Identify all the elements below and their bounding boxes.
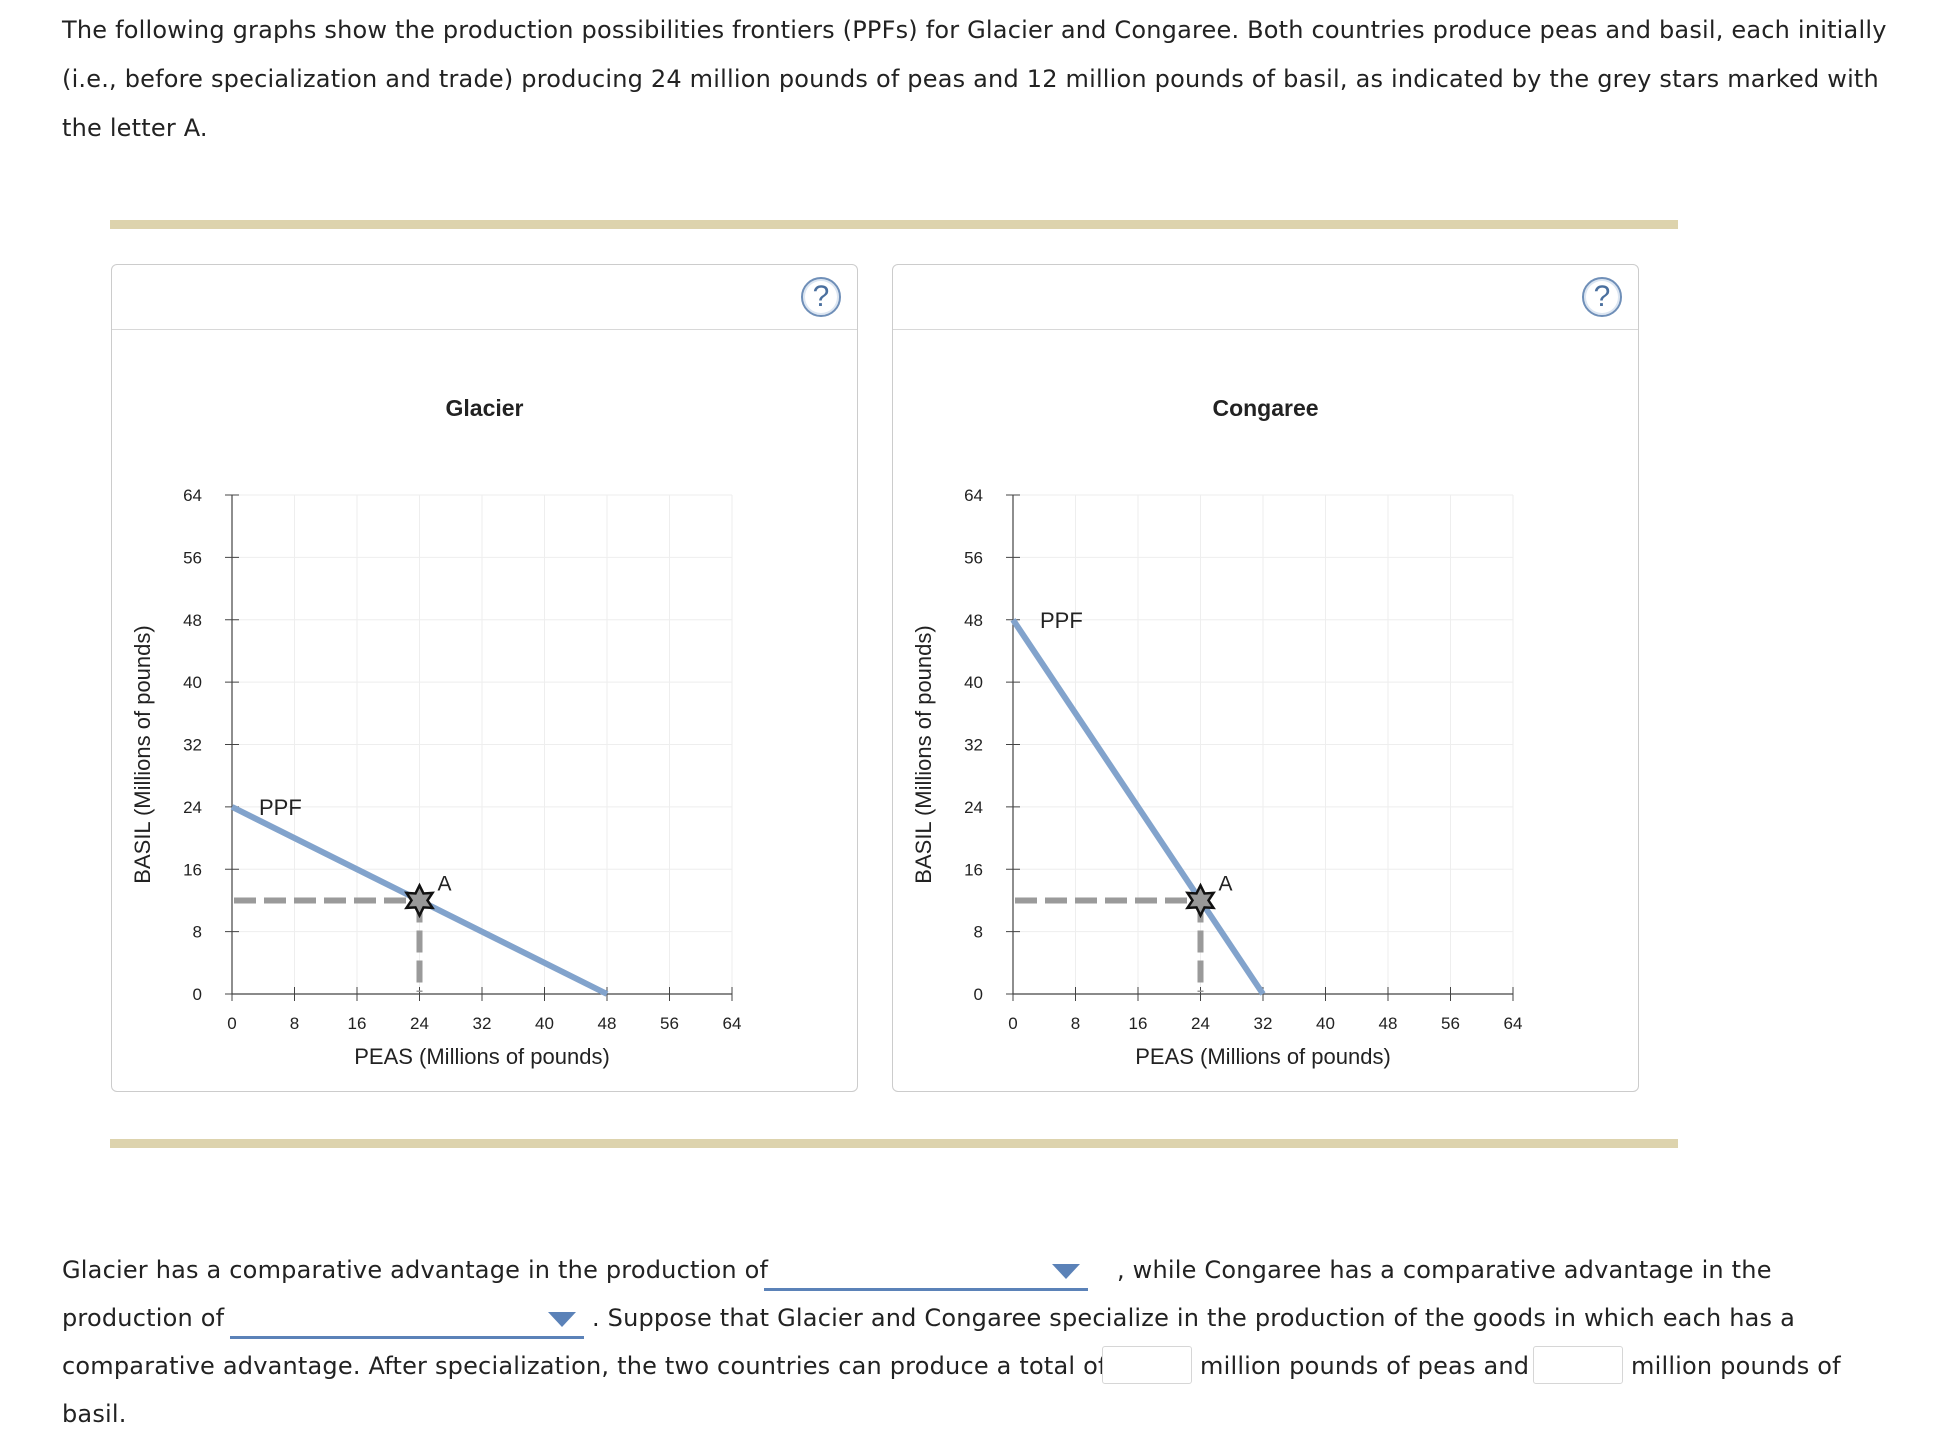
y-tick-label: 0	[974, 985, 983, 1004]
comparative-advantage-congaree-dropdown[interactable]	[230, 1300, 584, 1339]
y-axis-title: BASIL (Millions of pounds)	[911, 625, 936, 883]
y-tick-label: 16	[183, 860, 202, 879]
x-tick-label: 8	[290, 1014, 299, 1033]
ppf-label: PPF	[1040, 608, 1083, 633]
x-tick-label: 16	[348, 1014, 367, 1033]
y-tick-label: 64	[183, 486, 202, 505]
chart-title: Congaree	[1212, 395, 1319, 421]
ppf-line	[1010, 618, 1266, 996]
chevron-down-icon	[548, 1312, 576, 1327]
y-tick-label: 16	[964, 860, 983, 879]
help-button[interactable]: ?	[801, 277, 841, 317]
question-text: Glacier has a comparative advantage in t…	[62, 1256, 769, 1284]
point-a-star-icon	[404, 882, 435, 919]
panel-header: ?	[112, 265, 857, 330]
y-tick-label: 56	[183, 548, 202, 567]
x-tick-label: 48	[1379, 1014, 1398, 1033]
y-tick-label: 8	[974, 923, 983, 942]
point-a-star-icon	[1185, 882, 1216, 919]
question-text: million pounds of	[1631, 1352, 1841, 1380]
y-tick-label: 8	[193, 923, 202, 942]
point-a-label: A	[1219, 872, 1233, 895]
chevron-down-icon	[1052, 1264, 1080, 1279]
x-tick-label: 56	[1441, 1014, 1460, 1033]
top-divider	[110, 220, 1678, 229]
y-tick-label: 0	[193, 985, 202, 1004]
y-tick-label: 24	[964, 798, 983, 817]
x-tick-label: 16	[1129, 1014, 1148, 1033]
x-tick-label: 32	[1254, 1014, 1273, 1033]
question-text: basil.	[62, 1400, 127, 1428]
x-tick-label: 56	[660, 1014, 679, 1033]
x-tick-label: 40	[1316, 1014, 1335, 1033]
congaree-chart: 0 8 16 24 32 40 48 56 64 0 8 16 24 32 40 48 56 64 PEAS (Mi…	[911, 486, 1523, 1069]
x-tick-label: 64	[1504, 1014, 1523, 1033]
x-tick-label: 40	[535, 1014, 554, 1033]
glacier-graph-panel: ? Glacier 0 8 16 24 32 40 48 56 64 0 8 16 24 32 40 48 56…	[111, 264, 858, 1092]
y-tick-label: 56	[964, 548, 983, 567]
help-button[interactable]: ?	[1582, 277, 1622, 317]
glacier-chart: 0 8 16 24 32 40 48 56 64 0 8 16 24 32 40 48 56 64 PEAS (Mi…	[130, 486, 742, 1069]
y-tick-label: 40	[964, 673, 983, 692]
comparative-advantage-glacier-dropdown[interactable]	[764, 1252, 1088, 1291]
question-text: , while Congaree has a comparative advan…	[1117, 1256, 1772, 1284]
x-tick-label: 48	[598, 1014, 617, 1033]
bottom-divider	[110, 1139, 1678, 1148]
question-text: production of	[62, 1304, 225, 1332]
y-tick-label: 48	[964, 611, 983, 630]
x-axis-title: PEAS (Millions of pounds)	[1135, 1044, 1391, 1069]
ppf-label: PPF	[259, 795, 302, 820]
intro-text: The following graphs show the production…	[62, 16, 1887, 142]
x-tick-label: 24	[1191, 1014, 1210, 1033]
total-peas-input[interactable]	[1102, 1346, 1192, 1384]
y-tick-label: 32	[964, 736, 983, 755]
x-axis-title: PEAS (Millions of pounds)	[354, 1044, 610, 1069]
question-text: million pounds of peas and	[1200, 1352, 1530, 1380]
y-axis-title: BASIL (Millions of pounds)	[130, 625, 155, 883]
point-a-label: A	[438, 872, 452, 895]
y-tick-label: 48	[183, 611, 202, 630]
question-text: . Suppose that Glacier and Congaree spec…	[592, 1304, 1795, 1332]
x-tick-label: 24	[410, 1014, 429, 1033]
total-basil-input[interactable]	[1533, 1346, 1623, 1384]
x-tick-label: 0	[1008, 1014, 1017, 1033]
panel-header: ?	[893, 265, 1638, 330]
y-tick-label: 64	[964, 486, 983, 505]
question-text: comparative advantage. After specializat…	[62, 1352, 1107, 1380]
y-tick-label: 32	[183, 736, 202, 755]
y-tick-label: 40	[183, 673, 202, 692]
y-tick-label: 24	[183, 798, 202, 817]
congaree-graph-panel: ? Congaree 0 8 16 24 32 40 48 56 64 0 8 16 24 32 40 48 5…	[892, 264, 1639, 1092]
x-tick-label: 8	[1071, 1014, 1080, 1033]
chart-title: Glacier	[445, 395, 524, 421]
x-tick-label: 32	[473, 1014, 492, 1033]
x-tick-label: 64	[723, 1014, 742, 1033]
x-tick-label: 0	[227, 1014, 236, 1033]
